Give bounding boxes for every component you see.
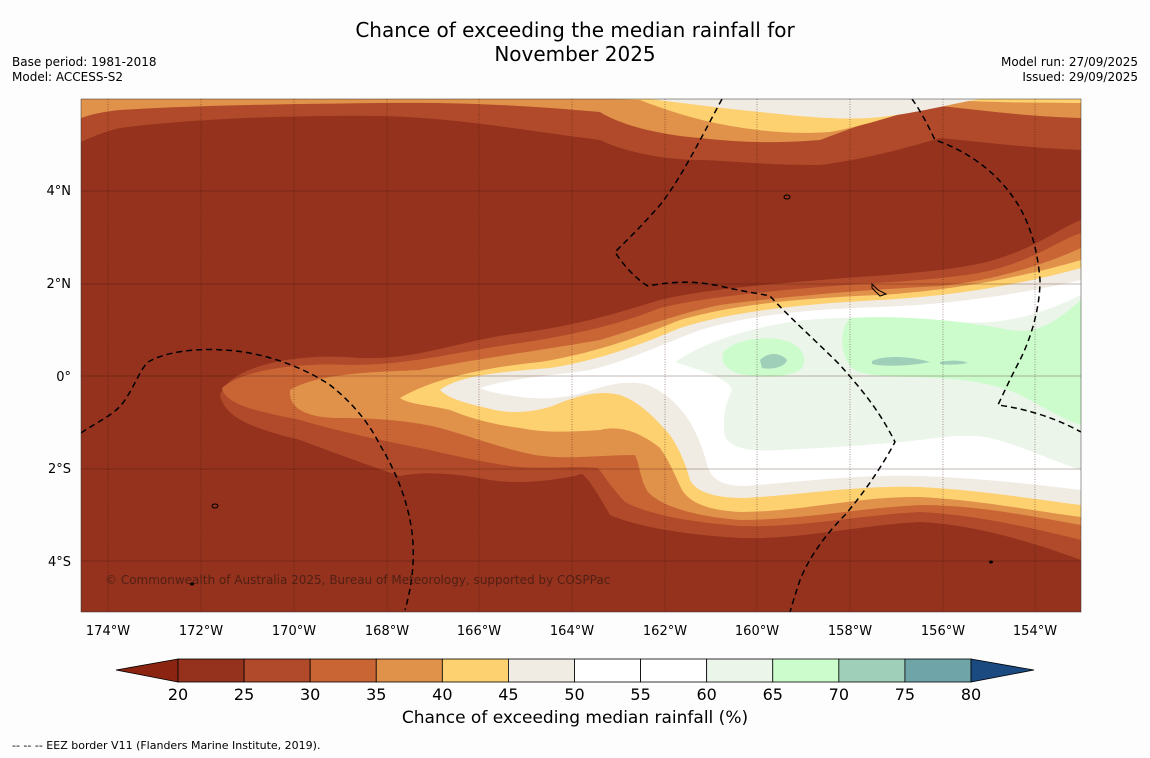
colorbar-segment bbox=[640, 658, 708, 683]
map-field: © Commonwealth of Australia 2025, Bureau… bbox=[81, 99, 1081, 612]
colorbar-tick-label: 60 bbox=[696, 685, 716, 704]
base-period: Base period: 1981-2018 bbox=[12, 55, 157, 69]
colorbar-segment bbox=[838, 658, 906, 683]
colorbar-segment bbox=[177, 658, 245, 683]
lat-label: 4°S bbox=[48, 555, 71, 570]
colorbar-tick-label: 20 bbox=[168, 685, 188, 704]
lon-labels: 174°W 172°W 170°W 168°W 166°W 164°W 162°… bbox=[86, 624, 1057, 639]
island-2 bbox=[871, 282, 888, 297]
colorbar-under bbox=[115, 658, 179, 683]
colorbar-segment bbox=[706, 658, 774, 683]
colorbar-segment bbox=[375, 658, 443, 683]
colorbar-label: Chance of exceeding median rainfall (%) bbox=[401, 708, 749, 728]
lon-label: 160°W bbox=[735, 624, 779, 639]
colorbar-tick-label: 55 bbox=[630, 685, 650, 704]
map-frame bbox=[80, 98, 1082, 613]
island-3 bbox=[211, 503, 219, 509]
colorbar-segment bbox=[904, 658, 972, 683]
colorbar-tick-label: 35 bbox=[366, 685, 386, 704]
lon-label: 172°W bbox=[179, 624, 223, 639]
lat-label: 2°N bbox=[47, 277, 72, 292]
copyright-text: © Commonwealth of Australia 2025, Bureau… bbox=[105, 573, 610, 587]
island-1 bbox=[783, 194, 791, 200]
title-line-2: November 2025 bbox=[494, 42, 656, 66]
lon-label: 156°W bbox=[921, 624, 965, 639]
title-line-1: Chance of exceeding the median rainfall … bbox=[355, 18, 795, 42]
lat-label: 2°S bbox=[48, 462, 71, 477]
lon-label: 164°W bbox=[550, 624, 594, 639]
colorbar-tick-label: 40 bbox=[432, 685, 452, 704]
colorbar-segment bbox=[441, 658, 509, 683]
colorbar-tick-label: 30 bbox=[300, 685, 320, 704]
issued-date: Issued: 29/09/2025 bbox=[1022, 70, 1138, 84]
colorbar-tick-label: 50 bbox=[564, 685, 584, 704]
latitude-lines bbox=[81, 190, 1081, 562]
colorbar: 20 25 30 35 40 45 50 55 60 65 70 75 80 bbox=[115, 658, 1035, 704]
colorbar-segment bbox=[772, 658, 840, 683]
colorbar-tick-label: 80 bbox=[961, 685, 981, 704]
lon-label: 170°W bbox=[272, 624, 316, 639]
lon-label: 174°W bbox=[86, 624, 130, 639]
band-70-75-a bbox=[760, 354, 787, 369]
graticule bbox=[107, 99, 1036, 612]
colorbar-segment bbox=[574, 658, 641, 683]
meta-left: Base period: 1981-2018 Model: ACCESS-S2 bbox=[12, 55, 157, 85]
model-run: Model run: 27/09/2025 bbox=[1000, 55, 1138, 69]
colorbar-segment bbox=[508, 658, 575, 683]
colorbar-segment bbox=[309, 658, 377, 683]
lat-label: 0° bbox=[56, 370, 71, 385]
colorbar-tick-label: 70 bbox=[829, 685, 849, 704]
chart-title: Chance of exceeding the median rainfall … bbox=[0, 18, 1150, 66]
ne-band-50 bbox=[650, 99, 980, 119]
band-70-75-c bbox=[940, 360, 968, 365]
model-name: Model: ACCESS-S2 bbox=[12, 70, 124, 84]
colorbar-tick-label: 65 bbox=[763, 685, 783, 704]
meta-right: Model run: 27/09/2025 Issued: 29/09/2025 bbox=[1001, 55, 1138, 85]
lon-label: 162°W bbox=[643, 624, 687, 639]
lon-label: 154°W bbox=[1013, 624, 1057, 639]
lat-label: 4°N bbox=[47, 184, 72, 199]
lon-label: 166°W bbox=[457, 624, 501, 639]
colorbar-tick-label: 45 bbox=[498, 685, 518, 704]
footnote: -- -- -- EEZ border V11 (Flanders Marine… bbox=[12, 739, 321, 752]
lon-label: 158°W bbox=[828, 624, 872, 639]
band-70-75-b bbox=[872, 356, 930, 366]
lon-label: 168°W bbox=[365, 624, 409, 639]
colorbar-tick-label: 25 bbox=[234, 685, 254, 704]
colorbar-over bbox=[970, 658, 1035, 683]
lat-labels: 4°N 2°N 0° 2°S 4°S bbox=[47, 184, 72, 570]
colorbar-tick-label: 75 bbox=[895, 685, 915, 704]
eez-borders bbox=[81, 99, 1081, 612]
island-4 bbox=[190, 582, 194, 586]
colorbar-segment bbox=[243, 658, 311, 683]
